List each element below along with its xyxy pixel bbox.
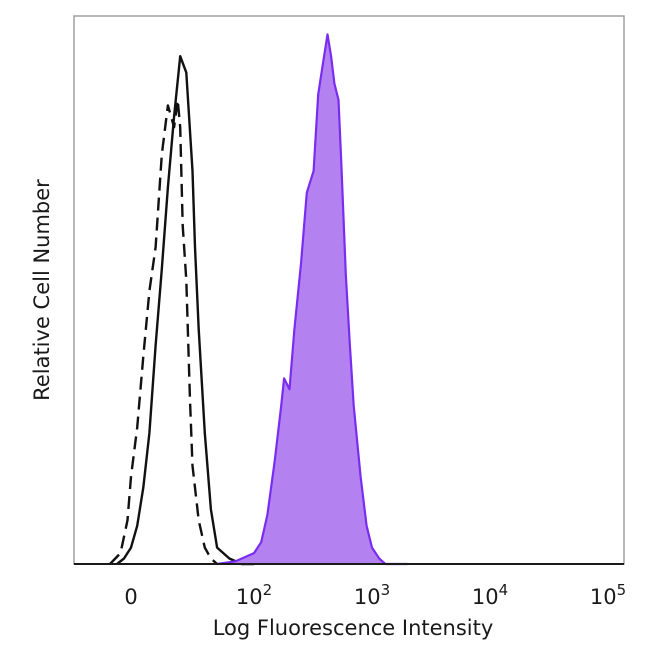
x-tick-label: 0 [124, 585, 137, 609]
x-tick-label: 102 [236, 581, 272, 609]
filled-histogram-fill [217, 34, 408, 564]
x-tick-label: 104 [472, 581, 508, 609]
x-tick-label: 103 [354, 581, 390, 609]
solid-histogram-line [116, 55, 254, 566]
y-axis-title: Relative Cell Number [30, 179, 54, 401]
x-axis-title: Log Fluorescence Intensity [213, 616, 494, 640]
series-layer [109, 33, 408, 566]
x-tick-label: 105 [590, 581, 626, 609]
filled-histogram-line [216, 33, 408, 566]
x-tick-labels: 0 102 103 104 105 [124, 581, 626, 609]
